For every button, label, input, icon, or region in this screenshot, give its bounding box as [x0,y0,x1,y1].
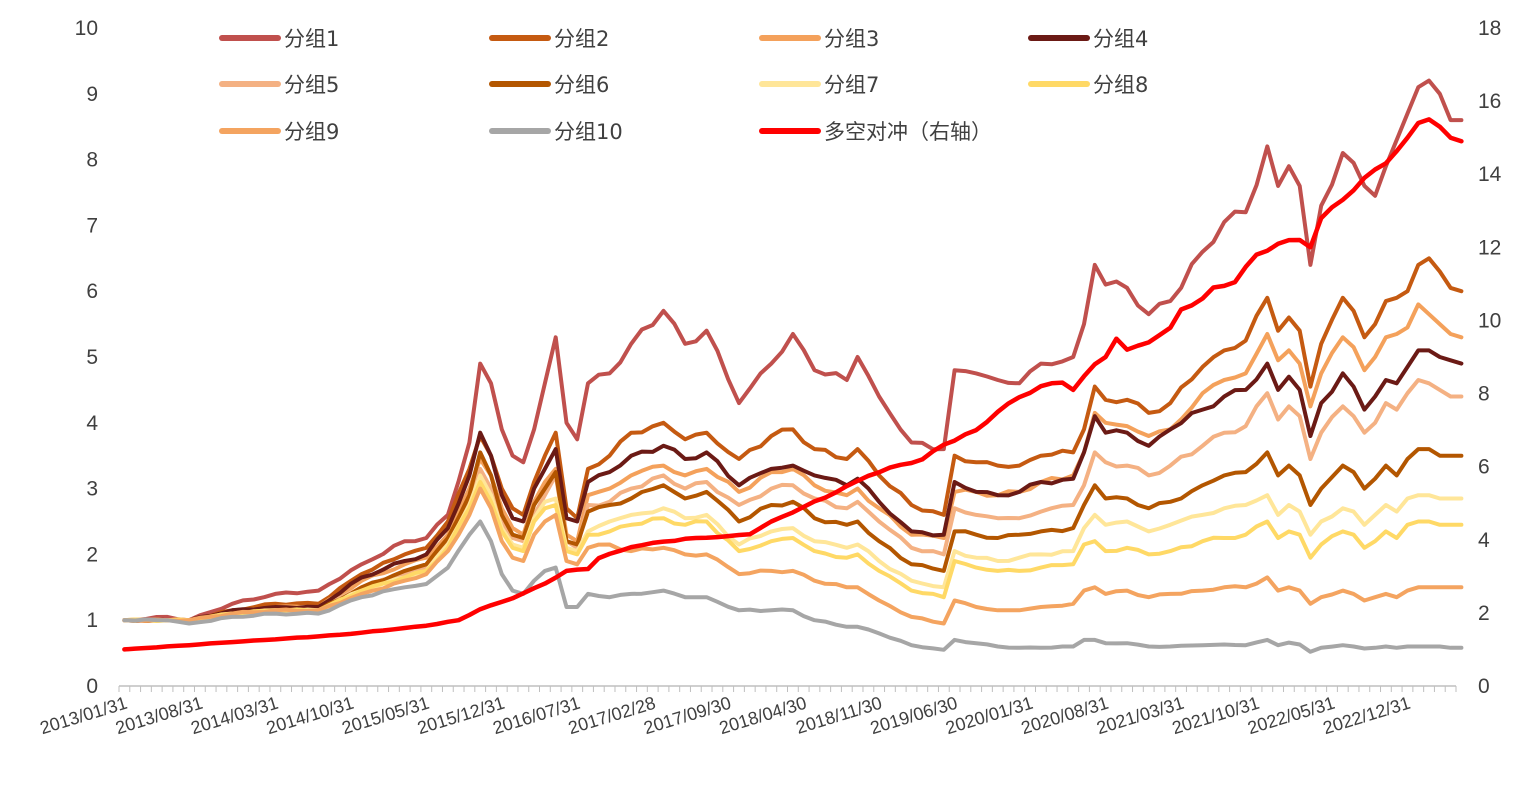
series-line-10 [122,519,1464,654]
y-tick-label: 4 [86,412,98,435]
y-tick-label: 7 [86,214,98,237]
y-tick-label: 2 [86,543,98,566]
y-tick-label: 10 [75,17,98,40]
y2-tick-label: 14 [1478,163,1502,186]
legend-label-8: 分组8 [1093,73,1148,97]
y2-tick-label: 8 [1478,383,1490,406]
legend-label-5: 分组5 [284,73,339,97]
x-tick-label: 2016/07/31 [490,693,582,738]
y-tick-label: 9 [86,83,98,106]
legend-label-11: 多空对冲（右轴） [824,120,992,144]
x-tick-label: 2017/09/30 [641,693,733,738]
legend-label-6: 分组6 [554,73,609,97]
y2-tick-label: 0 [1478,675,1490,698]
y2-tick-label: 10 [1478,309,1501,332]
y-tick-label: 6 [86,280,98,303]
y2-tick-label: 16 [1478,90,1501,113]
x-tick-label: 2022/12/31 [1321,693,1413,738]
x-tick-label: 2018/04/30 [717,693,809,738]
y2-tick-label: 12 [1478,236,1501,259]
x-tick-label: 2015/05/31 [339,693,431,738]
legend-label-1: 分组1 [284,27,339,51]
x-tick-label: 2021/10/31 [1170,693,1262,738]
y-tick-label: 3 [86,478,98,501]
series-line-6 [122,447,1464,623]
series-lines [122,78,1464,654]
y2-tick-label: 4 [1478,529,1490,552]
y-tick-label: 0 [86,675,98,698]
series-line-8 [122,480,1464,623]
y-tick-label: 8 [86,149,98,172]
legend-label-10: 分组10 [554,120,623,144]
y-tick-label: 5 [86,346,98,369]
legend-label-7: 分组7 [824,73,879,97]
axes: 0123456789100246810121416182013/01/31201… [38,17,1502,738]
series-line-3 [122,302,1464,623]
series-line-11 [122,117,1464,652]
y-tick-label: 1 [86,609,98,632]
y2-tick-label: 18 [1478,17,1501,40]
series-line-4 [122,348,1464,623]
series-line-1 [122,78,1464,623]
legend-label-2: 分组2 [554,27,609,51]
legend-label-3: 分组3 [824,27,879,51]
legend-label-4: 分组4 [1093,27,1148,51]
y2-tick-label: 2 [1478,602,1490,625]
y2-tick-label: 6 [1478,456,1490,479]
series-line-2 [122,256,1464,623]
legend-label-9: 分组9 [284,120,339,144]
legend: 分组1 分组2 分组3 分组4 分组5 分组6 分组7 分组8 分组9 分组10 多空对冲（右轴） [219,27,1148,144]
